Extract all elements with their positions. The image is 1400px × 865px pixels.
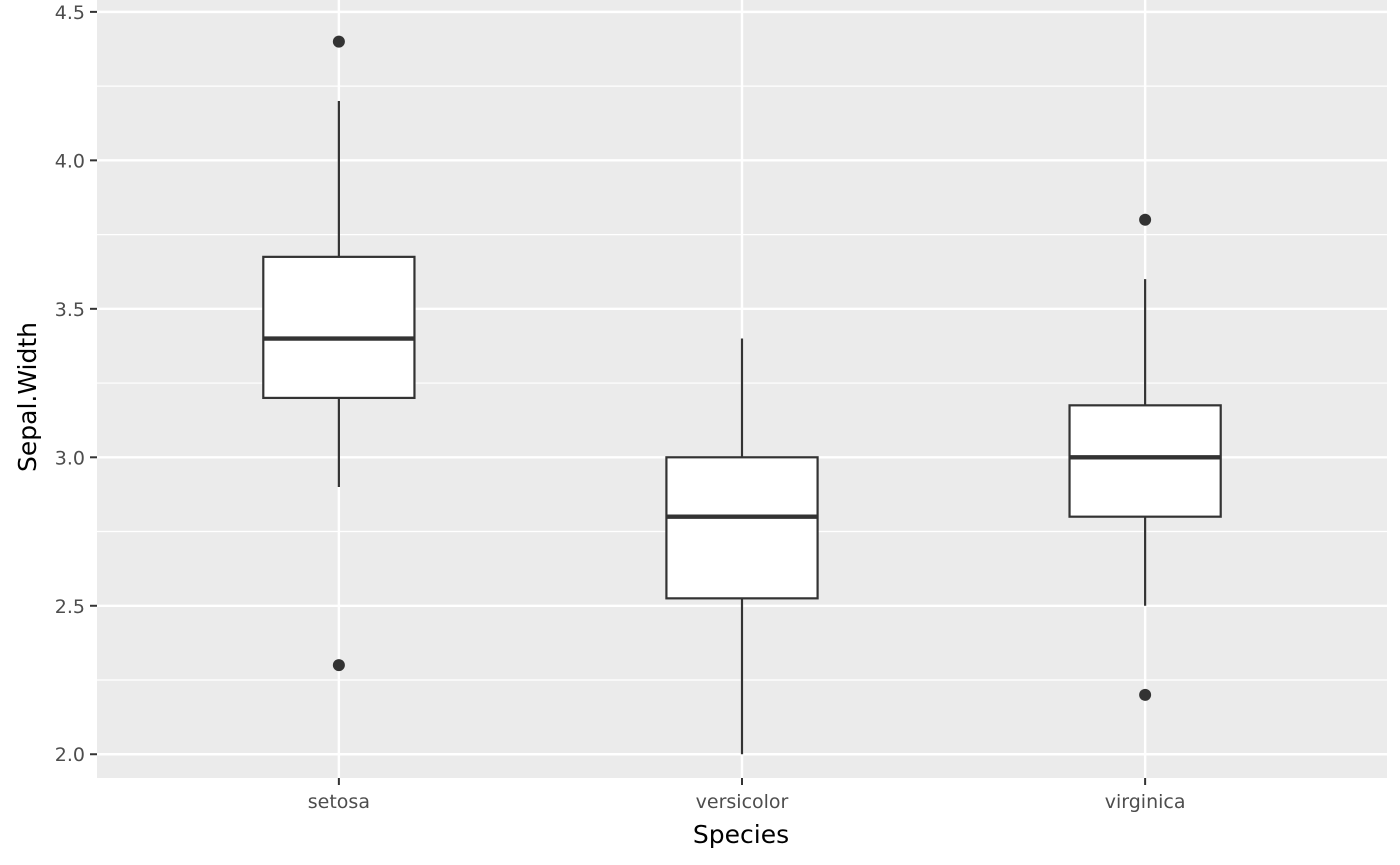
- x-axis: setosa versicolor virginica: [308, 778, 1186, 813]
- x-tick-label: virginica: [1105, 791, 1186, 813]
- y-axis-title: Sepal.Width: [13, 322, 42, 472]
- y-tick-label: 3.0: [55, 447, 85, 469]
- y-tick-label: 2.5: [55, 596, 85, 618]
- y-axis: 2.0 2.5 3.0 3.5 4.0 4.5: [55, 2, 97, 766]
- x-tick-label: versicolor: [696, 791, 789, 813]
- y-tick-label: 4.5: [55, 2, 85, 24]
- box-setosa: [262, 35, 416, 672]
- box-iqr: [1068, 404, 1222, 518]
- box-iqr: [665, 456, 819, 600]
- boxes: [262, 35, 1222, 755]
- y-tick-label: 4.0: [55, 150, 85, 172]
- y-tick-label: 2.0: [55, 744, 85, 766]
- box-versicolor: [665, 338, 819, 755]
- x-tick-label: setosa: [308, 791, 370, 813]
- outlier-point: [332, 659, 345, 672]
- outlier-point: [332, 35, 345, 48]
- y-tick-label: 3.5: [55, 299, 85, 321]
- box-iqr: [262, 255, 416, 400]
- x-axis-title: Species: [693, 820, 789, 849]
- outlier-point: [1139, 688, 1152, 701]
- outlier-point: [1139, 213, 1152, 226]
- box-virginica: [1068, 213, 1222, 701]
